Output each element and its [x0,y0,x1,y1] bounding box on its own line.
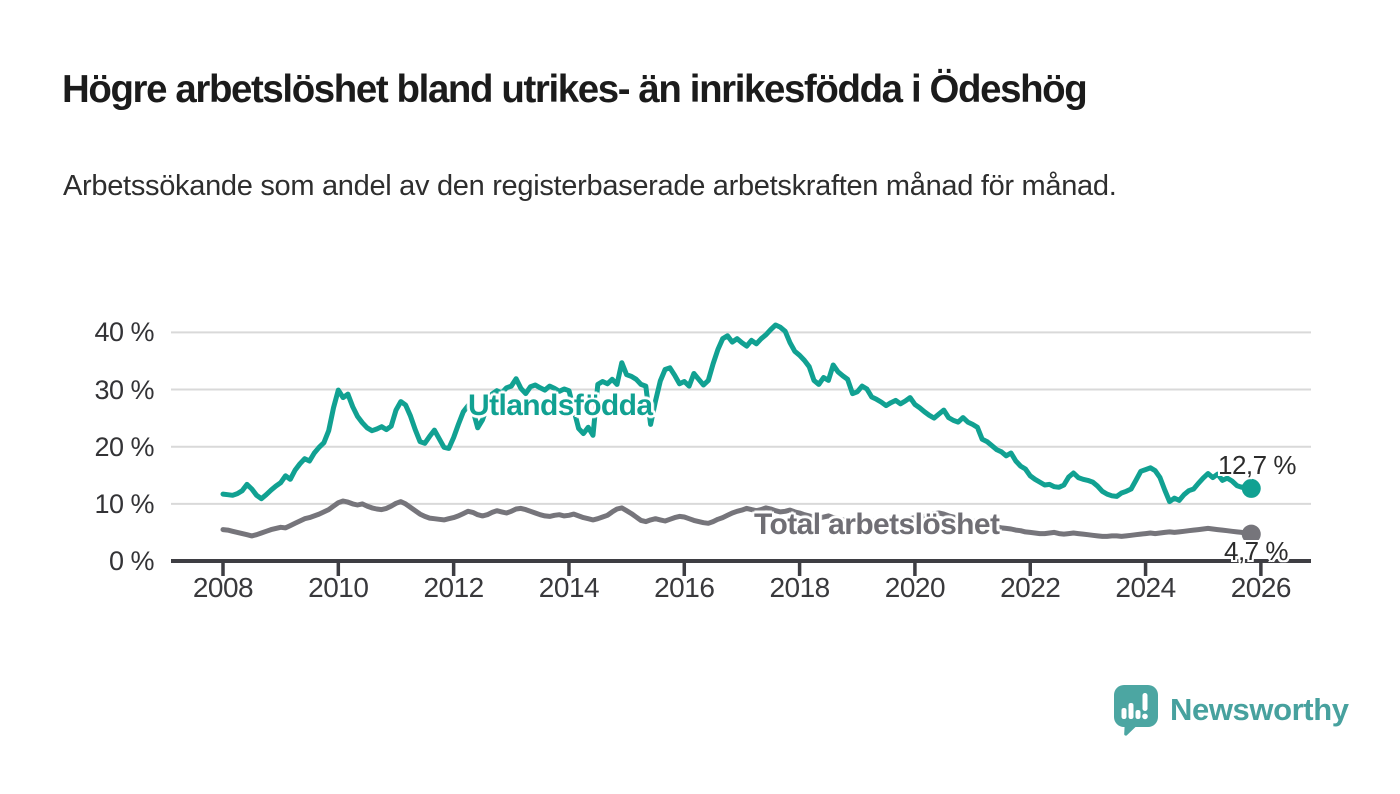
x-tick-label: 2022 [1000,572,1061,603]
series-label-total-arbetsloshet: Total arbetslöshet [754,508,1000,541]
chart-title: Högre arbetslöshet bland utrikes- än inr… [62,68,1088,111]
y-tick-label: 20 % [94,431,154,462]
end-value-label-utlandsfodda: 12,7 % [1218,450,1296,480]
x-tick-label: 2020 [884,572,946,603]
y-tick-label: 10 % [94,488,154,519]
y-tick-label: 40 % [94,317,154,348]
x-tick-label: 2016 [654,572,715,603]
end-value-label-total: 4,7 % [1224,536,1289,566]
y-tick-label: 0 % [108,546,155,576]
x-tick-label: 2010 [308,572,369,603]
x-tick-label: 2026 [1230,572,1292,603]
x-tick-label: 2008 [192,572,254,603]
y-tick-label: 30 % [94,374,154,405]
newsworthy-branding: Newsworthy [1112,684,1349,736]
x-tick-label: 2018 [769,572,830,603]
logo-bars [1121,693,1148,720]
brand-name: Newsworthy [1170,692,1349,727]
x-tick-label: 2014 [538,572,600,603]
series-label-utlandsfodda: Utlandsfödda [468,389,653,422]
chart-subtitle: Arbetssökande som andel av den registerb… [63,170,1117,202]
x-tick-label: 2012 [423,572,484,603]
newsworthy-logo-icon [1114,685,1158,736]
x-tick-label: 2024 [1115,572,1176,603]
